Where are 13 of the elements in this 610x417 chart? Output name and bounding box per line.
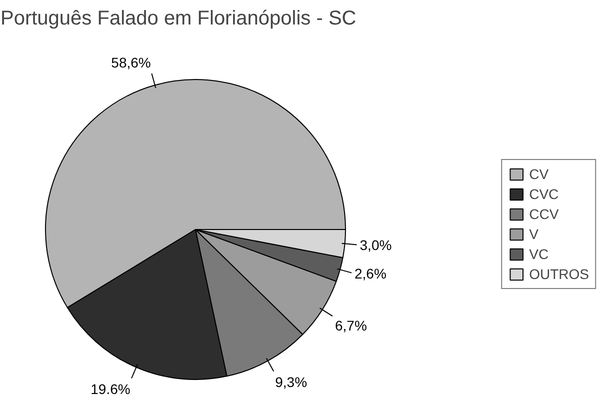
data-label: 9,3%: [275, 374, 308, 390]
legend-label: VC: [529, 246, 550, 262]
data-label: 6,7%: [334, 318, 367, 334]
legend-label: CV: [529, 166, 550, 182]
legend-label: V: [529, 226, 540, 242]
data-label: 2,6%: [354, 266, 386, 282]
chart-title: Português Falado em Florianópolis - SC: [0, 8, 356, 30]
legend-label: CCV: [529, 206, 559, 222]
data-label: 58,6%: [111, 54, 151, 71]
data-label: 19.6%: [90, 381, 130, 398]
legend-label: CVC: [529, 186, 559, 202]
legend-label: OUTROS: [529, 266, 589, 282]
data-label: 3,0%: [360, 237, 392, 254]
